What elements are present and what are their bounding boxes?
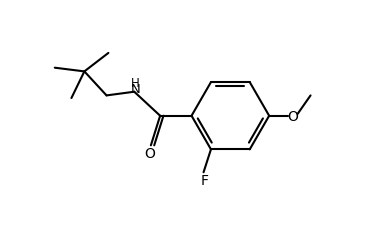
Text: F: F <box>200 174 208 188</box>
Text: H: H <box>131 77 140 90</box>
Text: O: O <box>145 147 155 161</box>
Text: O: O <box>287 109 298 123</box>
Text: N: N <box>131 82 141 95</box>
